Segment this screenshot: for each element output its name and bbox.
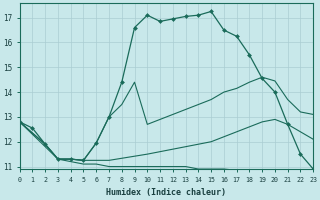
X-axis label: Humidex (Indice chaleur): Humidex (Indice chaleur)	[107, 188, 227, 197]
